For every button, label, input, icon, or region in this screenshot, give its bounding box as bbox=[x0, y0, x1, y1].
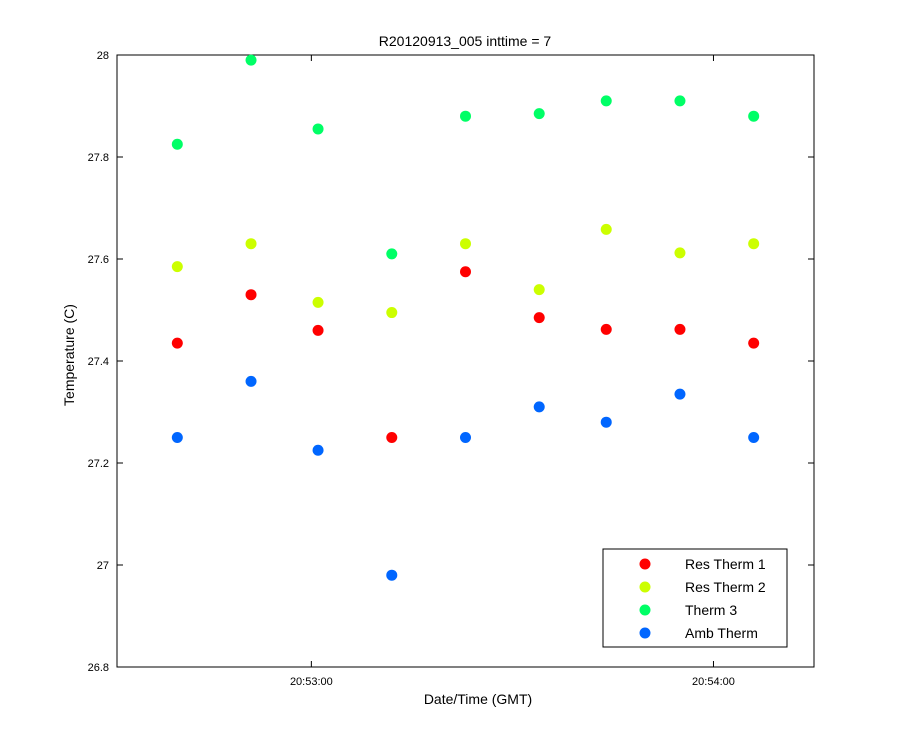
point-amb-therm bbox=[386, 569, 398, 581]
legend-label-res-therm-2: Res Therm 2 bbox=[685, 579, 766, 595]
point-res-therm-1 bbox=[245, 289, 257, 301]
point-res-therm-2 bbox=[245, 238, 257, 250]
point-res-therm-2 bbox=[171, 261, 183, 273]
axis-ticks: 26.8 27 27.2 27.4 27.6 27.8 28 20:53:00 20:54:00 bbox=[88, 50, 814, 688]
point-amb-therm bbox=[312, 444, 324, 456]
data-points bbox=[171, 54, 760, 581]
legend-label-therm-3: Therm 3 bbox=[685, 602, 737, 618]
point-therm-3 bbox=[312, 123, 324, 135]
point-therm-3 bbox=[460, 110, 471, 122]
point-therm-3 bbox=[600, 95, 612, 107]
point-res-therm-1 bbox=[312, 324, 324, 336]
point-res-therm-1 bbox=[171, 337, 183, 349]
y-tick-label: 27.2 bbox=[88, 458, 109, 470]
point-amb-therm bbox=[748, 432, 760, 443]
legend: Res Therm 1 Res Therm 2 Therm 3 Amb Therm bbox=[602, 548, 788, 648]
legend-label-res-therm-1: Res Therm 1 bbox=[685, 556, 766, 572]
legend-marker-amb-therm bbox=[639, 627, 651, 639]
point-res-therm-1 bbox=[600, 323, 612, 335]
point-res-therm-2 bbox=[312, 296, 324, 308]
point-res-therm-1 bbox=[674, 323, 686, 335]
y-tick-label: 27.8 bbox=[88, 152, 109, 164]
x-tick-label: 20:53:00 bbox=[290, 676, 333, 688]
point-res-therm-2 bbox=[533, 284, 545, 296]
y-tick-label: 28 bbox=[97, 50, 109, 62]
point-res-therm-1 bbox=[748, 337, 760, 349]
point-therm-3 bbox=[533, 108, 545, 120]
point-therm-3 bbox=[171, 138, 183, 150]
y-tick-label: 27.4 bbox=[88, 356, 109, 368]
point-amb-therm bbox=[674, 388, 686, 400]
legend-label-amb-therm: Amb Therm bbox=[685, 625, 758, 641]
x-axis-label: Date/Time (GMT) bbox=[424, 691, 532, 707]
y-tick-label: 27 bbox=[97, 560, 109, 572]
point-therm-3 bbox=[245, 54, 257, 66]
point-therm-3 bbox=[674, 95, 686, 107]
point-therm-3 bbox=[748, 110, 760, 122]
legend-box bbox=[602, 548, 788, 648]
y-axis-label: Temperature (C) bbox=[61, 304, 77, 406]
point-res-therm-1 bbox=[533, 312, 545, 324]
point-res-therm-2 bbox=[674, 247, 686, 259]
y-tick-label: 26.8 bbox=[88, 662, 109, 674]
chart-title: R20120913_005 inttime = 7 bbox=[379, 33, 552, 49]
legend-marker-res-therm-1 bbox=[639, 558, 651, 570]
point-res-therm-2 bbox=[748, 238, 760, 250]
point-therm-3 bbox=[386, 248, 398, 260]
x-tick-label: 20:54:00 bbox=[692, 676, 735, 688]
point-amb-therm bbox=[600, 416, 612, 428]
point-amb-therm bbox=[171, 432, 183, 443]
legend-marker-res-therm-2 bbox=[639, 581, 651, 593]
point-res-therm-2 bbox=[460, 238, 471, 250]
point-res-therm-1 bbox=[460, 266, 471, 278]
legend-marker-therm-3 bbox=[639, 604, 651, 616]
point-amb-therm bbox=[245, 375, 257, 387]
point-res-therm-2 bbox=[386, 307, 398, 319]
point-res-therm-2 bbox=[600, 223, 612, 235]
point-amb-therm bbox=[460, 432, 471, 443]
point-amb-therm bbox=[533, 401, 545, 413]
point-res-therm-1 bbox=[386, 432, 398, 443]
y-tick-label: 27.6 bbox=[88, 254, 109, 266]
